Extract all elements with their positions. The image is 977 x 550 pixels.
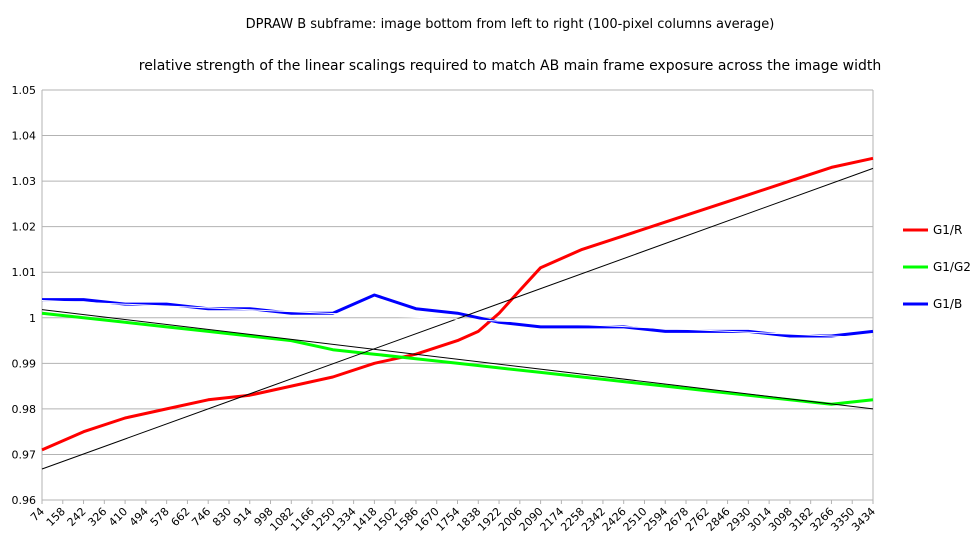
trendline-layer [41, 167, 874, 470]
x-tick-label: 3434 [849, 505, 878, 534]
legend: G1/R G1/G2 G1/B [903, 223, 971, 311]
y-tick-label: 0.96 [12, 494, 37, 507]
plot-background [42, 90, 873, 500]
y-tick-label: 1 [29, 312, 36, 325]
x-tick-label: 830 [210, 505, 234, 529]
trendline-g1-g2 [41, 309, 874, 410]
series-line-g1-g2 [41, 311, 874, 406]
legend-label-g1-r: G1/R [933, 223, 962, 237]
x-axis-ticks: 7415824232641049457866274683091499810821… [28, 500, 878, 534]
x-tick-label: 158 [44, 505, 68, 529]
y-tick-label: 0.99 [12, 357, 37, 370]
y-tick-label: 1.01 [12, 266, 37, 279]
x-tick-label: 914 [231, 505, 255, 529]
chart-subtitle: relative strength of the linear scalings… [139, 58, 882, 74]
x-tick-label: 662 [169, 505, 193, 529]
y-tick-label: 0.98 [12, 403, 37, 416]
y-tick-label: 1.04 [12, 130, 37, 143]
trendline-g1-b [41, 299, 874, 339]
x-tick-label: 410 [106, 505, 130, 529]
x-tick-label: 494 [127, 505, 151, 529]
plot-area [42, 90, 873, 500]
y-tick-label: 1.02 [12, 221, 37, 234]
legend-label-g1-g2: G1/G2 [933, 260, 971, 274]
y-axis-ticks: 0.96 0.97 0.98 0.99 1 1.01 1.02 1.03 1.04 1.05 [12, 84, 37, 507]
y-tick-label: 0.97 [12, 448, 37, 461]
x-tick-label: 242 [65, 505, 89, 529]
chart-title: DPRAW B subframe: image bottom from left… [246, 17, 775, 32]
series-line-g1-r [41, 156, 874, 452]
y-tick-label: 1.05 [12, 84, 37, 97]
x-tick-label: 326 [85, 505, 109, 529]
x-tick-label: 578 [148, 505, 172, 529]
legend-label-g1-b: G1/B [933, 297, 962, 311]
x-tick-label: 746 [189, 505, 213, 529]
y-tick-label: 1.03 [12, 175, 37, 188]
gridlines [42, 89, 873, 501]
